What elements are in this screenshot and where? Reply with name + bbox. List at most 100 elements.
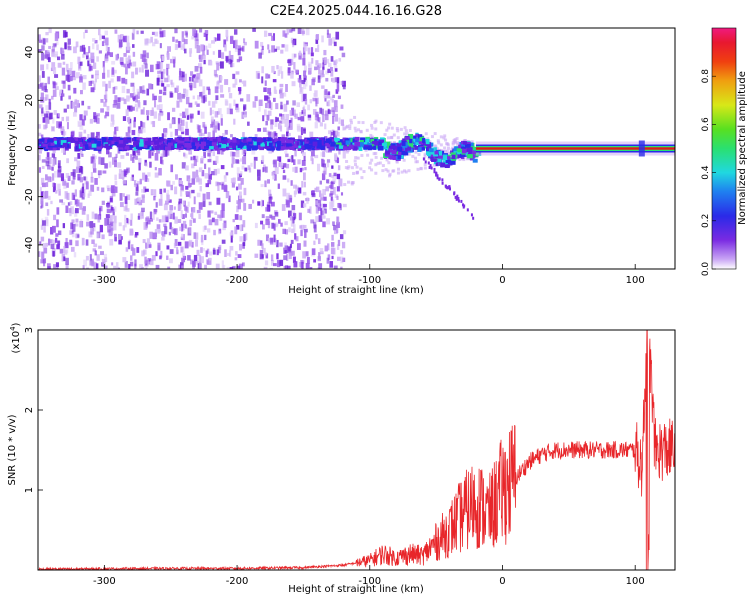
heatmap-cell [79,143,83,148]
heatmap-cell [302,251,306,259]
heatmap-cell [74,98,78,105]
heatmap-cell [282,228,286,234]
heatmap-cell [413,143,417,147]
heatmap-cell [78,165,83,173]
heatmap-cell [330,174,334,178]
heatmap-cell [79,125,84,130]
heatmap-cell [298,261,302,268]
heatmap-cell [373,120,377,124]
heatmap-cell [241,224,244,231]
heatmap-cell [128,105,133,112]
x-tick-label: 0 [499,576,505,587]
heatmap-cell [333,106,337,111]
heatmap-cell [300,116,305,122]
heatmap-cell [102,170,107,174]
heatmap-cell [199,254,202,263]
heatmap-cell [212,51,215,55]
heatmap-cell [225,191,230,199]
heatmap-cell [169,204,174,211]
heatmap-cell [239,236,243,242]
heatmap-cell [199,66,203,74]
heatmap-cell [228,250,232,257]
heatmap-cell [279,87,283,96]
heatmap-cell [169,213,173,220]
heatmap-cell [218,244,222,250]
heatmap-cell [193,80,197,89]
heatmap-cell [433,132,437,136]
heatmap-cell [273,223,276,231]
heatmap-cell [188,226,192,234]
heatmap-cell [327,254,331,261]
heatmap-cell [60,96,63,101]
heatmap-cell [58,188,61,196]
heatmap-cell [135,107,139,112]
heatmap-cell [456,148,461,152]
heatmap-cell [430,154,435,158]
heatmap-cell [144,162,148,167]
heatmap-cell [259,253,264,260]
heatmap-cell [69,230,73,235]
heatmap-cell [311,158,314,165]
heatmap-cell [336,131,340,137]
heatmap-cell [421,147,426,151]
heatmap-cell [64,42,67,50]
heatmap-cell [286,127,289,134]
heatmap-cell [407,169,411,173]
heatmap-cell [336,84,340,92]
heatmap-cell [160,153,164,159]
heatmap-cell [79,220,84,228]
heatmap-cell [188,143,193,149]
heatmap-cell [55,41,59,46]
heatmap-cell [102,81,106,87]
heatmap-cell [184,108,189,116]
heatmap-cell [114,180,118,186]
heatmap-cell [374,127,378,131]
heatmap-cell [115,126,119,132]
heatmap-cell [340,119,344,126]
heatmap-cell [184,137,190,142]
heatmap-cell [229,54,234,63]
heatmap-cell [243,187,247,196]
colorbar-tick-label: 0.6 [701,117,711,132]
heatmap-cell [332,116,335,124]
heatmap-cell [318,238,321,245]
heatmap-cell [417,147,422,152]
heatmap-cell [138,162,141,171]
heatmap-cell [48,98,51,104]
heatmap-cell [143,249,147,255]
heatmap-cell [334,153,338,161]
heatmap-cell [319,122,324,127]
heatmap-cell [117,97,121,103]
heatmap-cell [90,184,95,192]
heatmap-cell [360,176,364,180]
heatmap-cell [92,139,99,145]
heatmap-cell [280,71,284,79]
heatmap-cell [116,143,121,148]
heatmap-cell [352,146,358,151]
heatmap-cell [122,257,127,263]
heatmap-cell [153,208,157,215]
heatmap-cell [331,255,334,260]
heatmap-cell [238,263,243,269]
heatmap-cell [370,126,374,130]
heatmap-cell [129,228,134,236]
heatmap-cell [52,66,55,71]
heatmap-cell [206,86,210,91]
heatmap-cell [131,32,135,40]
heatmap-cell [299,87,304,95]
heatmap-cell [124,214,127,221]
heatmap-cell [433,153,439,157]
heatmap-cell [125,132,129,137]
heatmap-cell [110,227,114,236]
heatmap-cell [198,79,203,87]
heatmap-cell [45,94,49,101]
heatmap-cell [241,80,246,84]
heatmap-cell [232,218,235,223]
heatmap-cell [422,138,426,143]
heatmap-cell [464,143,471,148]
snr-scale-close: ) [11,322,22,326]
heatmap-cell [401,148,406,152]
heatmap-cell [38,75,42,82]
heatmap-cell [96,186,100,191]
colorbar-ticks: 0.00.20.40.60.8 [701,69,716,276]
